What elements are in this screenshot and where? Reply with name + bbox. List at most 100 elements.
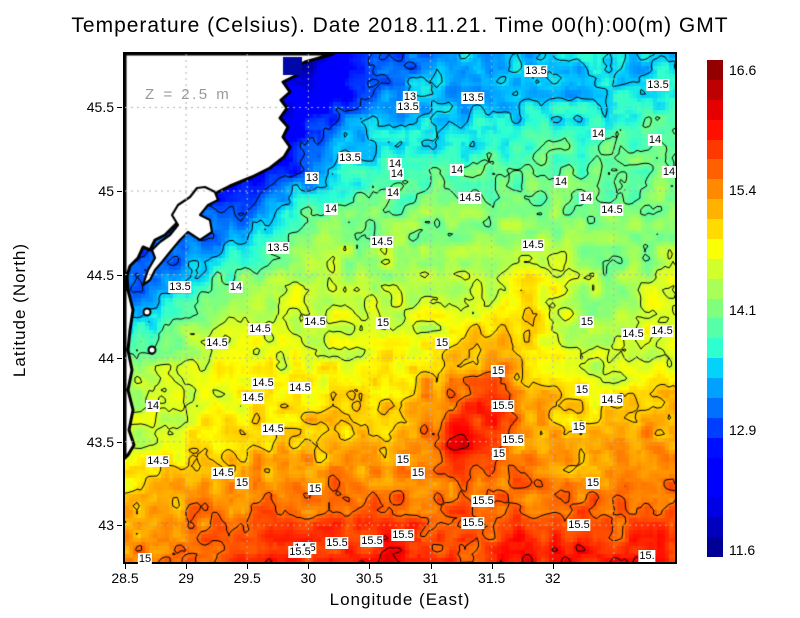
contour-label: 14 [553, 176, 569, 188]
y-axis-label: Latitude (North) [10, 242, 29, 378]
contour-label: 13.5 [168, 281, 192, 293]
contour-label: 15.5 [288, 546, 312, 558]
contour-label: 14.5 [211, 467, 235, 479]
contour-label: 14.5 [600, 394, 624, 406]
contour-label: 15 [137, 553, 153, 565]
z-depth-annotation: Z = 2.5 m [145, 86, 232, 103]
colorbar-block [707, 298, 723, 319]
x-tick [247, 564, 249, 569]
colorbar-block [707, 60, 723, 80]
contour-label: 14.5 [521, 239, 545, 251]
contour-label: 13.5 [396, 101, 420, 113]
colorbar-block [707, 358, 723, 378]
colorbar-block [707, 457, 723, 478]
x-tick [552, 564, 554, 569]
x-tick-label: 30.5 [355, 570, 384, 586]
x-axis-label: Longitude (East) [329, 590, 471, 609]
contour-label: 14.5 [370, 236, 394, 248]
x-tick-label: 30 [300, 570, 317, 586]
contour-label: 15 [490, 365, 506, 377]
contour-label: 14 [145, 400, 161, 412]
contour-label: 15.5 [491, 400, 515, 412]
contour-label: 14.5 [261, 423, 285, 435]
x-tick-label: 29 [178, 570, 194, 586]
x-tick-label: 32 [544, 570, 561, 586]
contour-label: 15. [638, 550, 656, 562]
contour-label: 15 [410, 467, 426, 479]
contour-label: 14 [389, 168, 405, 180]
colorbar-block [707, 159, 723, 180]
contour-label: 14 [385, 187, 401, 199]
contour-label: 15.5 [501, 434, 525, 446]
y-tick-label: 44.5 [86, 266, 114, 283]
contour-label: 15.5 [391, 529, 415, 541]
x-tick-label: 28.5 [111, 570, 139, 586]
x-tick [125, 564, 126, 569]
x-tick [186, 564, 188, 569]
colorbar-block [707, 278, 723, 299]
colorbar-tick-label: 15.4 [729, 182, 757, 198]
colorbar-tick-label: 16.6 [729, 62, 757, 78]
colorbar-block [707, 99, 723, 120]
y-tick-label: 43.5 [86, 433, 114, 450]
y-tick-label: 43 [98, 517, 114, 534]
contour-label: 14 [661, 166, 677, 178]
contour-label: 13 [304, 172, 320, 184]
contour-label: 14 [647, 134, 663, 146]
contour-label: 15.5 [461, 517, 485, 529]
colorbar-block [707, 219, 723, 239]
contour-label: 14.5 [146, 455, 170, 467]
colorbar [707, 60, 723, 557]
colorbar-tick-label: 11.6 [729, 542, 756, 558]
contour-label: 13.5 [646, 79, 670, 91]
colorbar-block [707, 417, 723, 438]
colorbar-tick-label: 12.9 [729, 422, 757, 438]
colorbar-block [707, 378, 723, 398]
contour-label: 15.5 [567, 519, 591, 531]
x-tick-label: 29.5 [233, 570, 261, 586]
contour-label: 13.5 [524, 65, 548, 77]
contour-label: 14.5 [650, 325, 674, 337]
contour-label: 15 [574, 384, 590, 396]
contour-label: 15 [375, 317, 391, 329]
contour-label: 15 [491, 448, 507, 460]
contour-label: 14.5 [621, 328, 645, 340]
colorbar-block [707, 179, 723, 200]
colorbar-block [707, 238, 723, 259]
contour-label: 13 [402, 91, 418, 103]
colorbar-block [707, 79, 723, 100]
contour-label: 14.5 [241, 392, 265, 404]
contour-label: 15 [395, 454, 411, 466]
x-tick [308, 564, 310, 569]
colorbar-block [707, 497, 723, 518]
x-tick-label: 31 [422, 570, 439, 586]
colorbar-tick-label: 14.1 [729, 302, 757, 318]
contour-label: 15 [571, 421, 587, 433]
contour-label: 15.5 [360, 535, 384, 547]
contour-label: 14.5 [303, 316, 327, 328]
y-tick [117, 358, 122, 360]
plot-area: Z = 2.5 m 13.5 13 13.5 13.5 13.5 14 14 13.5 14 14… [123, 52, 677, 565]
colorbar-block [707, 199, 723, 219]
y-tick-label: 45 [98, 183, 114, 200]
colorbar-block [707, 139, 723, 160]
colorbar-block [707, 477, 723, 498]
colorbar-block [707, 338, 723, 359]
y-tick [117, 274, 122, 276]
contour-label: 15 [307, 483, 323, 495]
contour-label: 15 [585, 477, 601, 489]
contour-label: 14.5 [205, 337, 229, 349]
contour-label: 14.5 [600, 204, 624, 216]
colorbar-block [707, 318, 723, 339]
contour-label: 13.5 [338, 152, 362, 164]
contour-label: 15 [434, 337, 450, 349]
contour-label: 14 [578, 192, 594, 204]
contour-label: 13.5 [461, 92, 485, 104]
x-tick [491, 564, 493, 569]
y-tick-label: 45.5 [86, 99, 114, 116]
colorbar-block [707, 258, 723, 279]
y-tick-label: 44 [98, 350, 114, 367]
contour-label: 14.5 [248, 323, 272, 335]
colorbar-block [707, 537, 723, 557]
